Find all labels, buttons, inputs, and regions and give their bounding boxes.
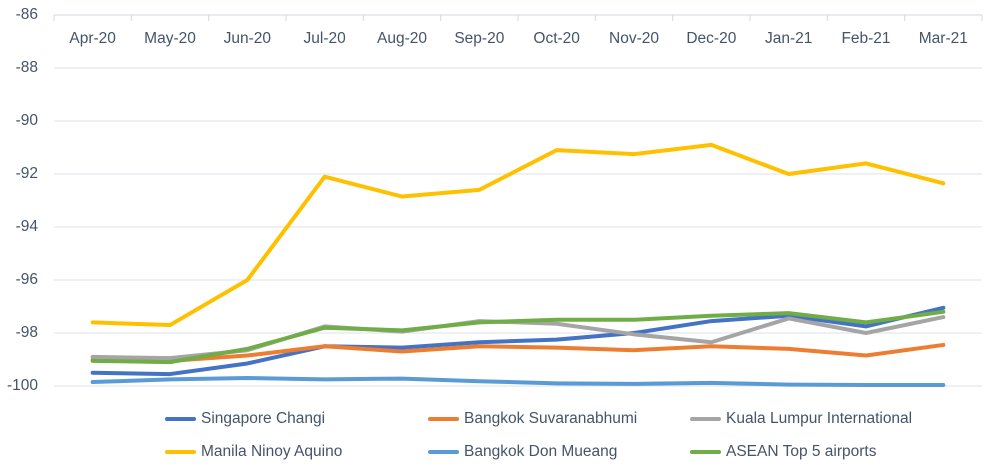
y-axis-label: -96 (15, 271, 38, 288)
x-axis-label: Feb-21 (841, 30, 891, 47)
legend-label: Bangkok Suvaranabhumi (464, 410, 638, 427)
legend-item-kuala-lumpur-international: Kuala Lumpur International (690, 408, 912, 430)
legend-swatch-manila-ninoy-aquino (165, 450, 196, 454)
y-axis-label: -88 (15, 59, 38, 76)
x-axis-label: Dec-20 (686, 30, 737, 47)
y-axis-label: -98 (15, 324, 38, 341)
series-line-singapore-changi (90, 305, 946, 377)
legend-swatch-bangkok-suvaranabhumi (428, 417, 459, 421)
legend-label: Bangkok Don Mueang (464, 443, 618, 460)
x-axis-label: Apr-20 (69, 30, 116, 47)
legend-item-bangkok-suvaranabhumi: Bangkok Suvaranabhumi (428, 408, 637, 430)
x-axis-label: Jul-20 (303, 30, 346, 47)
legend-item-bangkok-don-mueang: Bangkok Don Mueang (428, 441, 617, 463)
legend-item-manila-ninoy-aquino: Manila Ninoy Aquino (165, 441, 342, 463)
series-line-manila-ninoy-aquino (90, 142, 946, 328)
legend-label: Manila Ninoy Aquino (201, 443, 343, 460)
series-line-asean-top-5-airports (90, 309, 946, 365)
legend-label: Singapore Changi (201, 410, 326, 427)
x-axis-label: Jun-20 (223, 30, 272, 47)
series-line-bangkok-don-mueang (90, 376, 946, 387)
y-axis-label: -92 (15, 165, 38, 182)
y-axis-label: -94 (15, 218, 38, 235)
x-axis-label: Aug-20 (377, 30, 427, 47)
x-axis-label: Oct-20 (533, 30, 580, 47)
legend-item-asean-top-5-airports: ASEAN Top 5 airports (690, 441, 876, 463)
legend-swatch-singapore-changi (165, 417, 196, 421)
y-axis-label: -90 (15, 112, 38, 129)
legend-swatch-kuala-lumpur-international (690, 417, 721, 421)
x-axis-label: May-20 (144, 30, 196, 47)
legend-label: ASEAN Top 5 airports (726, 443, 877, 460)
legend-item-singapore-changi: Singapore Changi (165, 408, 325, 430)
y-axis-label: -86 (15, 6, 38, 23)
x-axis-label: Jan-21 (764, 30, 813, 47)
legend-swatch-bangkok-don-mueang (428, 450, 459, 454)
series-line-bangkok-suvaranabhumi (90, 342, 946, 363)
x-axis-label: Sep-20 (454, 30, 505, 47)
y-axis-label: -100 (6, 377, 38, 394)
x-axis-label: Mar-21 (918, 30, 968, 47)
x-axis-label: Nov-20 (609, 30, 659, 47)
legend-label: Kuala Lumpur International (726, 410, 913, 427)
legend-swatch-asean-top-5-airports (690, 450, 721, 454)
